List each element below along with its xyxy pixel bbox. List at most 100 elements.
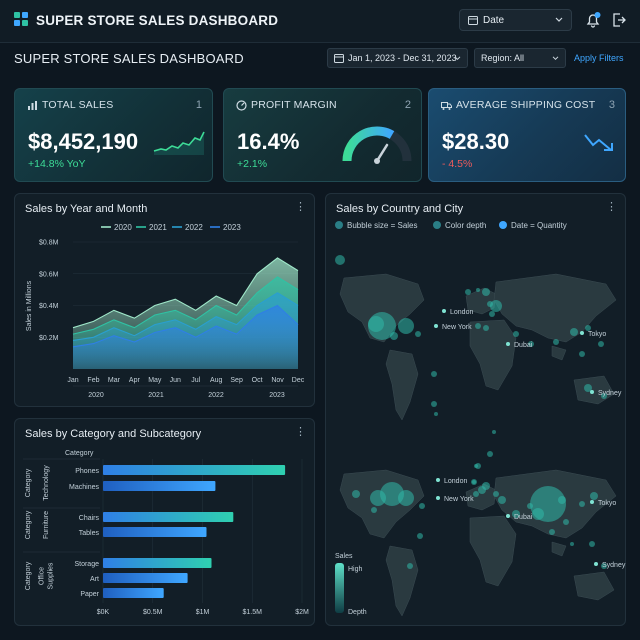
apply-filters-button[interactable]: Apply Filters	[574, 53, 624, 63]
sales-bubble	[352, 490, 360, 498]
sales-bubble	[398, 318, 414, 334]
x-tick-label: $0K	[97, 609, 110, 616]
sales-bubble	[513, 331, 519, 337]
sales-bubble	[431, 371, 437, 377]
city-label: New York	[444, 496, 474, 503]
legend-label: 2023	[223, 223, 241, 232]
x-tick-label: Nov	[271, 377, 284, 384]
sales-bubble	[380, 482, 404, 506]
x-tick-label: Mar	[108, 377, 121, 384]
kpi-label: AVERAGE SHIPPING COST	[456, 99, 596, 111]
more-icon[interactable]: ⋮	[295, 426, 306, 438]
sales-bubble	[390, 332, 398, 340]
sales-bubble	[492, 430, 496, 434]
category-label: Storage	[74, 561, 99, 568]
legend-dot	[335, 221, 343, 229]
kpi-index: 3	[608, 99, 615, 111]
sales-bubble	[368, 312, 396, 340]
city-label: Tokyo	[598, 500, 616, 507]
city-label: New York	[442, 324, 472, 331]
panel-title: Sales by Category and Subcategory	[25, 428, 202, 440]
city-label: Sydney	[602, 562, 626, 569]
city-label: Sydney	[598, 390, 622, 397]
kpi-value: $8,452,190	[28, 129, 139, 154]
axis-title: Category	[65, 450, 94, 457]
city-marker	[506, 514, 510, 518]
sales-bubble	[601, 563, 607, 569]
more-icon[interactable]: ⋮	[606, 201, 617, 213]
sales-bubble	[589, 541, 595, 547]
sparkline	[153, 131, 205, 155]
bell-icon[interactable]	[584, 11, 602, 29]
chevron-down-icon	[555, 17, 563, 22]
trend-icon	[584, 134, 613, 151]
landmass	[469, 319, 517, 391]
sales-bubble	[530, 486, 566, 522]
legend-label: Date = Quantity	[511, 221, 567, 230]
scale-high: High	[348, 566, 363, 573]
series-area-2023	[73, 305, 298, 369]
sales-bubble	[590, 492, 598, 500]
x-tick-label: Apr	[129, 377, 141, 384]
panel-sales-by-year-month: Sales by Year and Month ⋮ 2020 2021 2022 20…	[14, 193, 315, 407]
region-select[interactable]: Region: All	[474, 48, 566, 68]
legend-label: 2020	[114, 223, 132, 232]
city-label: London	[444, 478, 467, 485]
group-label: Technology	[43, 465, 50, 501]
sales-bubble	[417, 533, 423, 539]
logout-icon[interactable]	[611, 12, 627, 28]
date-select[interactable]: Date	[459, 9, 572, 31]
x-tick-label: Jun	[170, 377, 181, 384]
date-range-picker[interactable]: Jan 1, 2023 - Dec 31, 2023	[327, 48, 468, 68]
panel-title: Sales by Country and City	[336, 203, 464, 215]
sales-bubble	[490, 300, 502, 312]
y-tick-label: $0.8M	[39, 240, 59, 247]
app-title: SUPER STORE SALES DASHBOARD	[36, 13, 279, 28]
landmass	[469, 515, 517, 587]
gauge-icon	[236, 100, 247, 111]
sales-bubble	[579, 501, 585, 507]
page-title: SUPER STORE SALES DASHBOARD	[14, 51, 244, 66]
sales-bubble	[478, 486, 486, 494]
area-chart: 2020 2021 2022 2023 $0.2M $0.4M $0.6M $0.8M Sale…	[26, 223, 305, 399]
logo-icon	[14, 12, 28, 26]
sales-bubble	[563, 519, 569, 525]
sales-bubble	[476, 288, 480, 292]
year-label: 2022	[208, 392, 224, 399]
sales-bubble	[398, 490, 414, 506]
sales-bubble	[493, 491, 499, 497]
sales-bubble	[483, 325, 489, 331]
category-label: Art	[90, 576, 99, 583]
category-label: Paper	[80, 591, 99, 598]
city-marker	[594, 562, 598, 566]
city-marker	[506, 342, 510, 346]
city-marker	[590, 500, 594, 504]
sales-bubble	[431, 401, 437, 407]
color-scale	[335, 563, 344, 613]
category-label: Chairs	[79, 515, 100, 522]
x-tick-label: Sep	[230, 377, 243, 384]
sales-bubble	[579, 351, 585, 357]
sales-bubble	[471, 479, 477, 485]
city-label: Dubai	[514, 342, 533, 349]
date-range-label: Jan 1, 2023 - Dec 31, 2023	[348, 53, 457, 63]
city-marker	[580, 331, 584, 335]
sales-bubble	[371, 507, 377, 513]
more-icon[interactable]: ⋮	[295, 201, 306, 213]
chevron-down-icon	[552, 56, 559, 61]
x-tick-label: Jan	[67, 377, 78, 384]
landmass	[573, 571, 615, 601]
year-label: 2020	[88, 392, 104, 399]
sales-bubble	[553, 339, 559, 345]
sales-bubble	[512, 510, 520, 518]
calendar-icon	[468, 16, 478, 25]
kpi-change: +14.8% YoY	[28, 158, 86, 170]
legend-label: 2022	[185, 223, 203, 232]
sales-bubble	[489, 311, 495, 317]
group-label: Supplies	[48, 562, 55, 589]
scale-low: Depth	[348, 609, 367, 616]
x-tick-label: Oct	[252, 377, 263, 384]
truck-icon	[441, 102, 452, 110]
x-tick-label: Feb	[87, 377, 99, 384]
city-label: London	[450, 309, 473, 316]
